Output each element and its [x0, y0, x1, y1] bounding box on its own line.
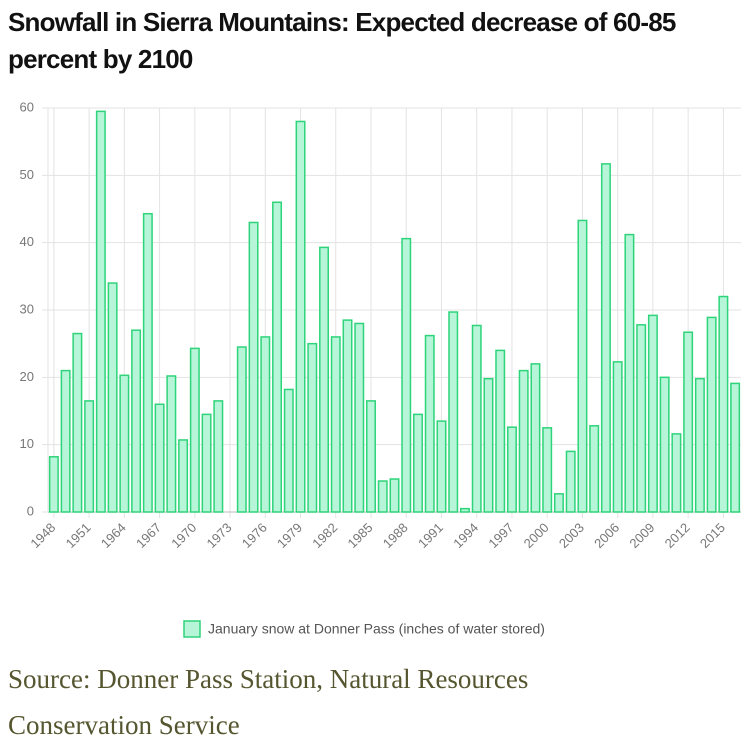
y-tick-label: 40 [20, 234, 34, 249]
bar [413, 413, 423, 513]
bar [624, 233, 635, 513]
y-tick-label: 10 [20, 436, 34, 451]
y-tick-label: 60 [20, 99, 34, 114]
x-tick-label: 1970 [168, 520, 199, 551]
bar [236, 346, 247, 513]
bar [553, 493, 564, 513]
bar [459, 507, 470, 513]
bar [60, 369, 71, 513]
x-tick-label: 1997 [485, 520, 516, 551]
x-tick-label: 2006 [591, 520, 622, 551]
bar [189, 347, 200, 513]
bar [542, 427, 553, 513]
x-tick-label: 1964 [98, 520, 129, 551]
x-tick-label: 2000 [521, 520, 552, 551]
bar [612, 361, 623, 513]
bar [659, 376, 670, 513]
bar [730, 382, 741, 513]
bar [471, 324, 482, 513]
x-tick-label: 2015 [697, 520, 728, 551]
bar [166, 375, 177, 513]
bar [72, 332, 83, 513]
bar [483, 377, 494, 513]
bar [683, 331, 694, 513]
legend-label: January snow at Donner Pass (inches of w… [208, 621, 545, 637]
bar [706, 316, 717, 513]
bar [530, 363, 541, 513]
bar [283, 388, 294, 513]
bar [95, 110, 106, 513]
bar [354, 322, 365, 513]
bar [248, 221, 259, 513]
bar [636, 324, 647, 513]
bar [201, 413, 212, 513]
y-tick-label: 0 [27, 503, 34, 518]
bar [647, 314, 658, 513]
bar [577, 219, 588, 513]
bar [131, 329, 142, 513]
bar [319, 246, 330, 513]
bar [436, 420, 447, 513]
x-tick-label: 1951 [63, 520, 94, 551]
bar [389, 478, 400, 513]
bar [589, 425, 600, 513]
bar [119, 374, 130, 513]
x-tick-label: 2003 [556, 520, 587, 551]
chart-title: Snowfall in Sierra Mountains: Expected d… [8, 7, 676, 74]
x-tick-label: 1985 [345, 520, 376, 551]
x-tick-label: 2012 [662, 520, 693, 551]
bar [448, 311, 459, 513]
y-tick-label: 30 [20, 301, 34, 316]
bar [154, 403, 165, 513]
bar [506, 426, 517, 513]
x-tick-label: 2009 [626, 520, 657, 551]
bar [718, 295, 729, 513]
x-tick-label: 1982 [309, 520, 340, 551]
bar [295, 120, 306, 513]
bar [260, 336, 271, 513]
x-tick-label: 1976 [239, 520, 270, 551]
bar [342, 319, 353, 513]
x-tick-label: 1979 [274, 520, 305, 551]
bar [307, 342, 318, 513]
bar [213, 400, 224, 513]
x-tick-label: 1948 [27, 520, 58, 551]
x-tick-label: 1967 [133, 520, 164, 551]
bar [495, 349, 506, 513]
y-tick-label: 50 [20, 167, 34, 182]
bar [694, 377, 705, 513]
bar [366, 400, 376, 513]
bar [401, 237, 412, 513]
bar [48, 456, 59, 513]
bar [107, 282, 118, 513]
bar [330, 336, 341, 513]
bar [565, 450, 576, 513]
x-tick-label: 1994 [450, 520, 481, 551]
bar [142, 212, 153, 513]
bar [272, 201, 283, 513]
bar [600, 163, 611, 513]
bar [424, 334, 435, 513]
x-tick-label: 1988 [380, 520, 411, 551]
x-tick-label: 1991 [415, 520, 446, 551]
bar [518, 369, 529, 513]
bar [377, 480, 388, 513]
bar [84, 400, 95, 513]
bar [671, 433, 682, 513]
bar [178, 439, 189, 513]
legend-swatch [183, 620, 201, 638]
y-tick-label: 20 [20, 369, 34, 384]
source-note: Source: Donner Pass Station, Natural Res… [8, 664, 529, 740]
x-tick-label: 1973 [204, 520, 235, 551]
